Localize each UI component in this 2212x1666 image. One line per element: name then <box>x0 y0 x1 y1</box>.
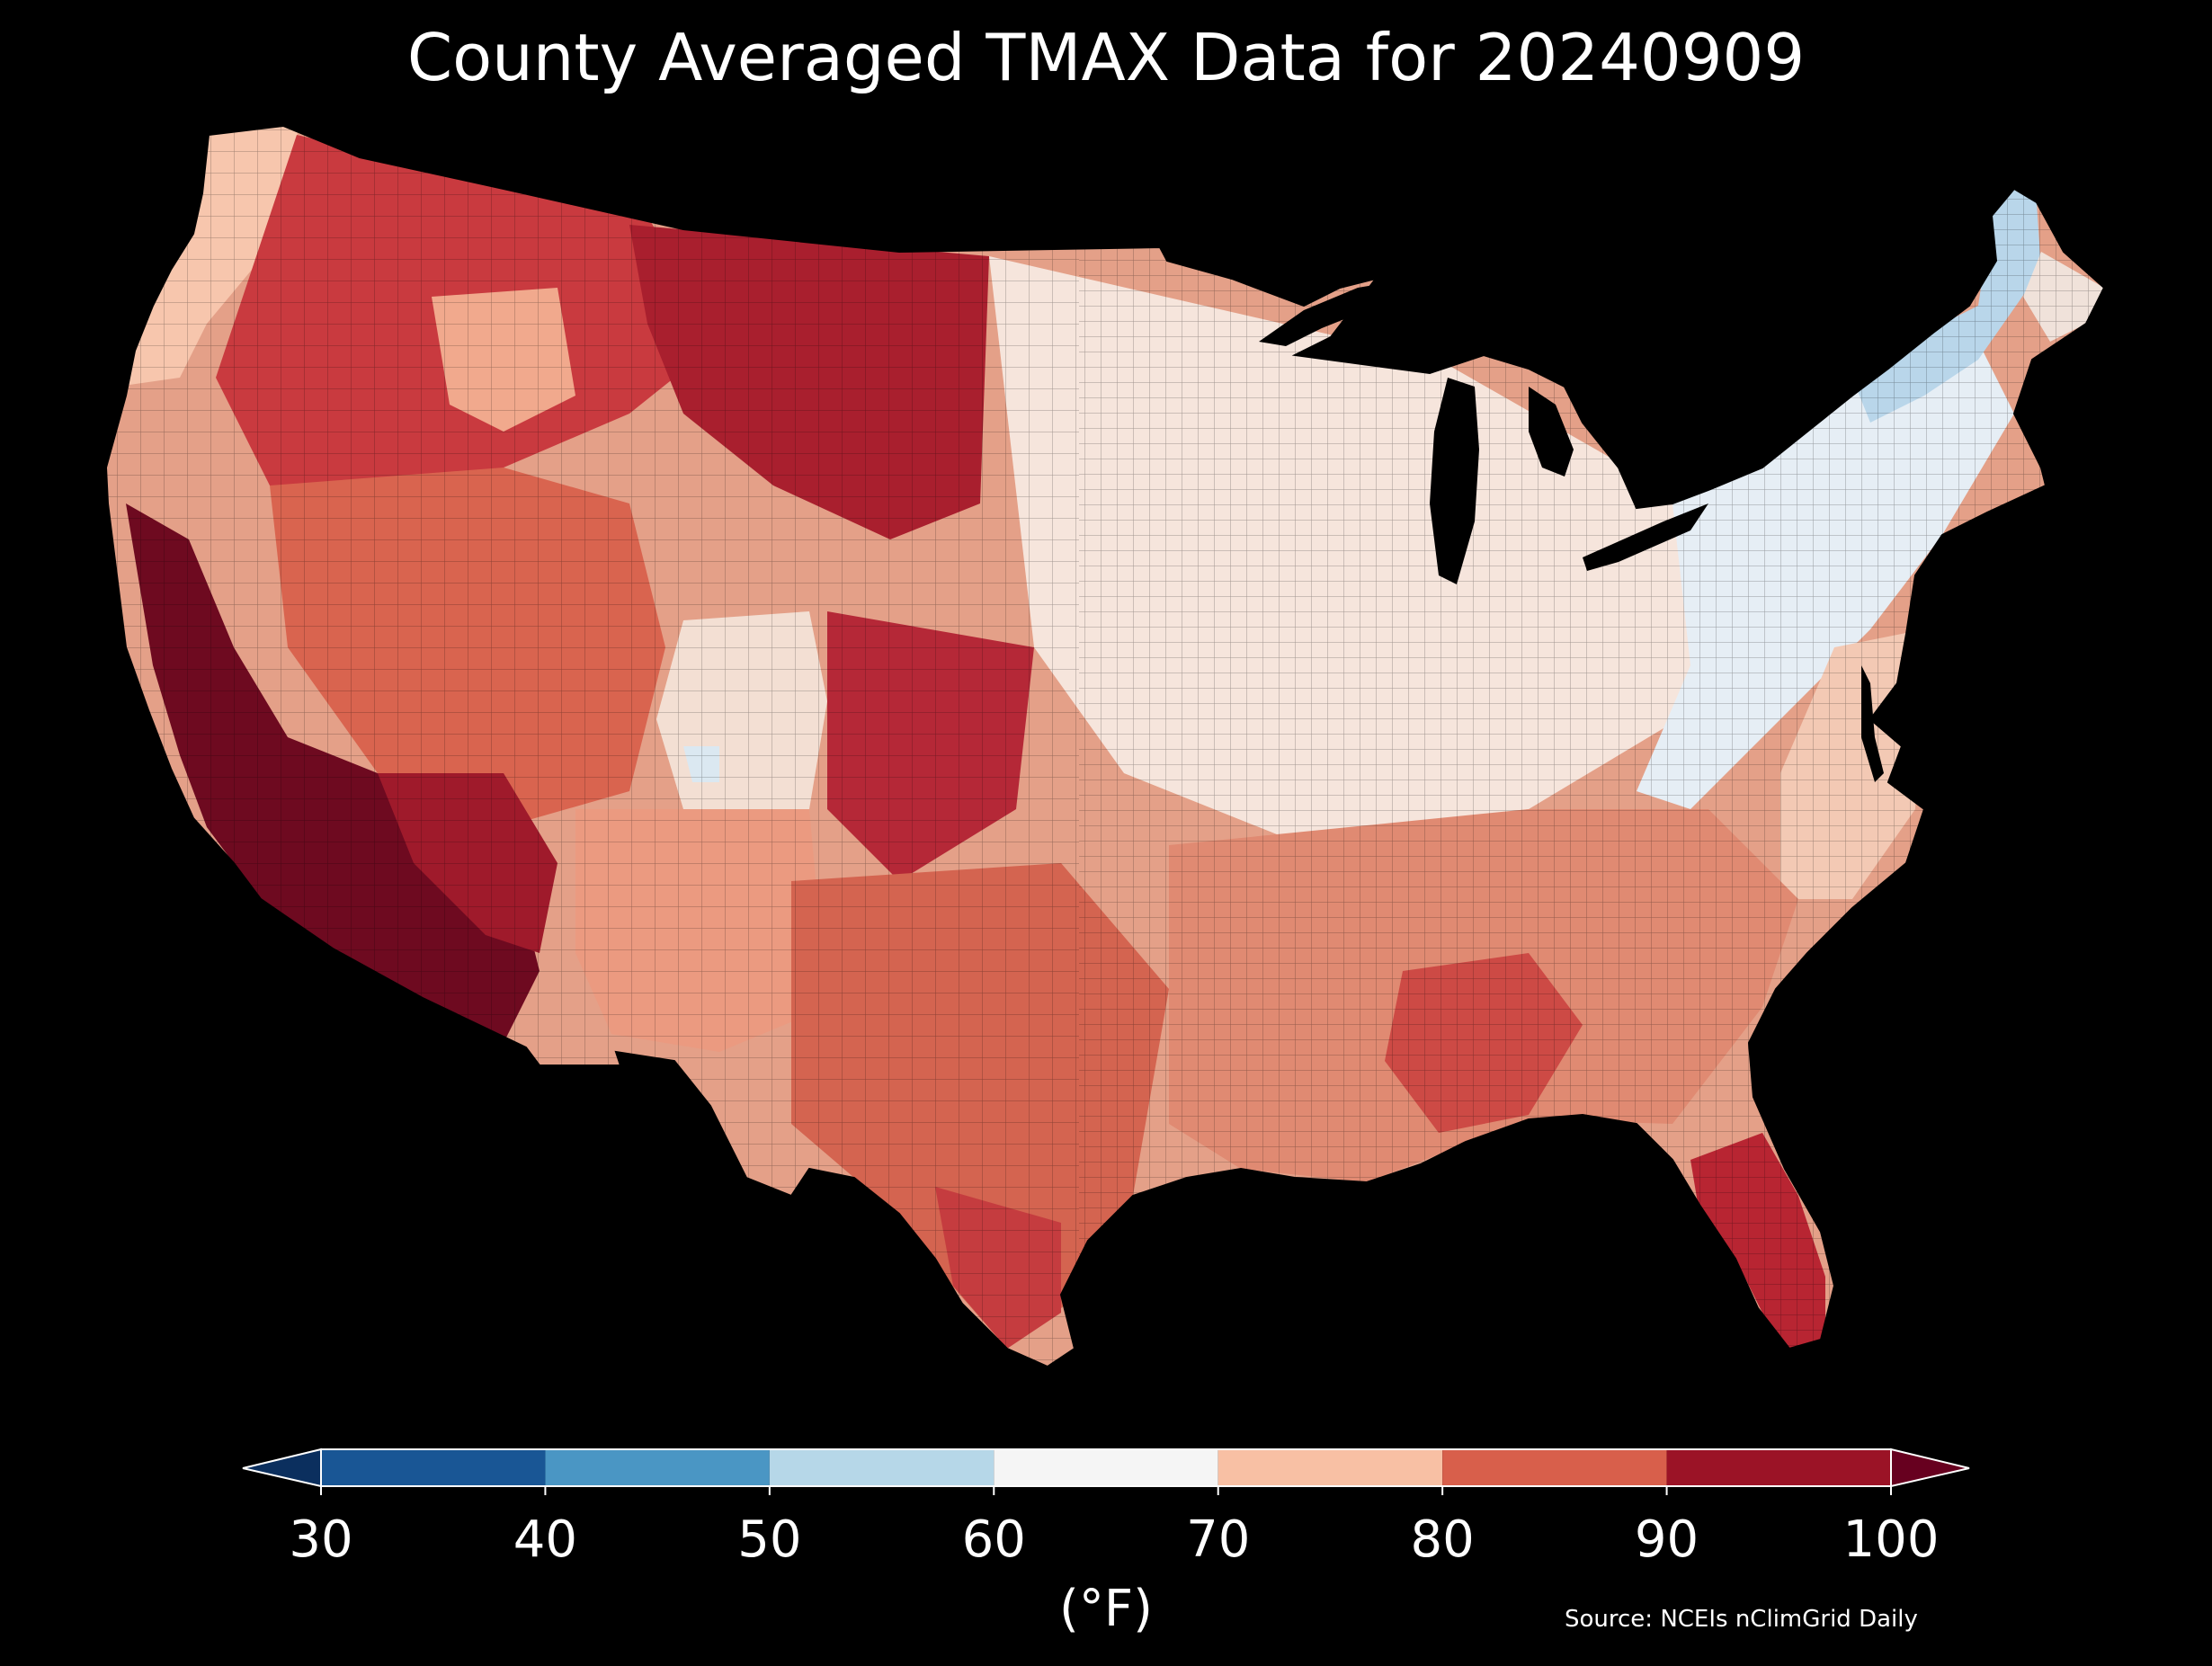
colorbar-tick-label: 50 <box>737 1510 802 1569</box>
colorbar-bin-6 <box>1666 1449 1891 1486</box>
colorbar-tick-label: 70 <box>1186 1510 1251 1569</box>
colorbar-bin-3 <box>994 1449 1218 1486</box>
conus-map <box>105 125 2105 1368</box>
colorbar-bin-0 <box>321 1449 546 1486</box>
colorbar-tick-label: 30 <box>289 1510 353 1569</box>
lake-erie <box>1583 503 1708 571</box>
colorbar-tick-label: 60 <box>961 1510 1026 1569</box>
colorbar-units-label: (°F) <box>1059 1580 1153 1638</box>
colorbar-bin-5 <box>1442 1449 1667 1486</box>
colorbar-over-extension <box>1890 1448 1970 1488</box>
colorbar-tick-label: 80 <box>1410 1510 1475 1569</box>
lake-superior <box>1259 283 1385 346</box>
colorbar-tick-label: 40 <box>513 1510 578 1569</box>
lake-huron <box>1529 387 1574 477</box>
great-lakes <box>1259 283 1884 782</box>
page-title: County Averaged TMAX Data for 20240909 <box>406 20 1806 95</box>
colorbar-bin-2 <box>769 1449 995 1486</box>
source-attribution: Source: NCEIs nClimGrid Daily <box>1565 1606 1918 1633</box>
colorbar-tick-label: 100 <box>1842 1510 1940 1569</box>
colorbar-frame <box>320 1448 1892 1487</box>
colorbar-bin-1 <box>545 1449 770 1486</box>
lake-michigan <box>1430 378 1479 584</box>
colorbar-tick-label: 90 <box>1634 1510 1699 1569</box>
colorbar-under-extension <box>242 1448 322 1488</box>
chesapeake-bay <box>1861 665 1884 782</box>
colorbar-bin-4 <box>1217 1449 1443 1486</box>
